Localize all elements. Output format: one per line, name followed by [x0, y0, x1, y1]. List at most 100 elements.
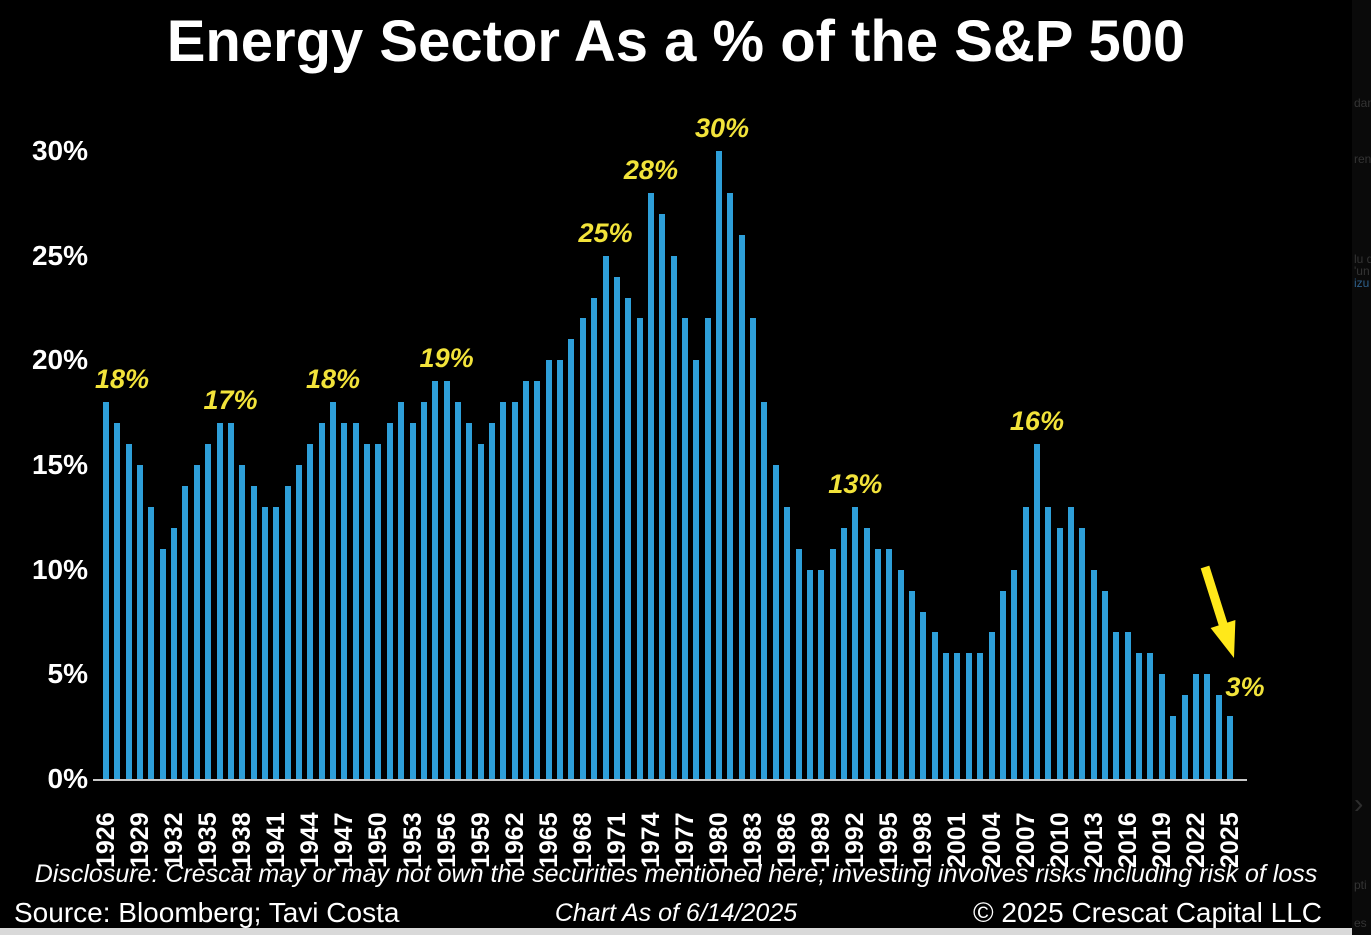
bar: [205, 444, 211, 779]
x-axis-tick-label: 2013: [1079, 812, 1108, 868]
bar: [1045, 507, 1051, 779]
bar: [932, 632, 938, 779]
background-text-fragment: 'un: [1354, 264, 1370, 278]
x-axis-tick-label: 1983: [739, 812, 768, 868]
bar: [727, 193, 733, 779]
x-axis-tick-label: 1926: [92, 812, 120, 868]
bar: [1204, 674, 1210, 779]
bar: [182, 486, 188, 779]
bar: [830, 549, 836, 779]
y-axis-tick-label: 15%: [31, 449, 88, 480]
bar: [455, 402, 461, 779]
bar: [330, 402, 336, 779]
bar: [1011, 570, 1017, 779]
x-axis-tick-label: 1932: [160, 812, 189, 868]
x-axis-tick-label: 1950: [364, 812, 393, 868]
bar: [864, 528, 870, 779]
data-label: 18%: [94, 364, 150, 395]
x-axis-tick-label: 2010: [1045, 812, 1074, 868]
background-text-fragment: es: [1354, 916, 1367, 930]
bar: [319, 423, 325, 779]
bar: [1102, 591, 1108, 779]
x-axis-tick-label: 1953: [398, 812, 427, 868]
bar: [818, 570, 824, 779]
background-text-fragment: pti: [1354, 878, 1367, 892]
data-label: 17%: [203, 385, 258, 416]
bottom-window-edge: [0, 928, 1371, 935]
bar: [796, 549, 802, 779]
x-axis-tick-label: 1989: [807, 812, 836, 868]
bar: [909, 591, 915, 779]
bar: [852, 507, 858, 779]
x-axis-line: [93, 779, 1247, 781]
bar: [353, 423, 359, 779]
bar: [580, 318, 586, 779]
x-axis-tick-label: 1962: [500, 812, 529, 868]
bar: [568, 339, 574, 779]
bar: [341, 423, 347, 779]
bar: [648, 193, 654, 779]
bar: [466, 423, 472, 779]
y-axis-tick-label: 30%: [31, 135, 88, 166]
bar: [285, 486, 291, 779]
x-axis-tick-label: 2007: [1011, 812, 1040, 868]
bar: [716, 151, 722, 779]
bar: [444, 381, 450, 779]
bar: [1023, 507, 1029, 779]
bar: [1113, 632, 1119, 779]
bar: [126, 444, 132, 779]
bar: [898, 570, 904, 779]
chart-as-of-text: Chart As of 6/14/2025: [554, 899, 798, 927]
x-axis-tick-label: 1959: [466, 812, 495, 868]
bar: [1057, 528, 1063, 779]
data-label: 25%: [578, 217, 633, 248]
bar: [705, 318, 711, 779]
x-axis-tick-label: 2019: [1147, 812, 1176, 868]
bar: [954, 653, 960, 779]
bar: [682, 318, 688, 779]
bar: [807, 570, 813, 779]
x-axis-tick-label: 1965: [534, 812, 563, 868]
bar: [194, 465, 200, 779]
chart-title: Energy Sector As a % of the S&P 500: [166, 9, 1186, 74]
data-label: 3%: [1225, 672, 1265, 703]
bar: [262, 507, 268, 779]
bar: [671, 256, 677, 779]
bar: [251, 486, 257, 779]
background-text-fragment: izu: [1354, 276, 1370, 290]
x-axis-tick-label: 1995: [875, 812, 904, 868]
bar: [614, 277, 620, 779]
x-axis-tick-label: 2016: [1113, 812, 1142, 868]
bar: [1068, 507, 1074, 779]
bar: [989, 632, 995, 779]
x-axis-tick-label: 1998: [909, 812, 938, 868]
bar: [307, 444, 313, 779]
bar: [171, 528, 177, 779]
bar: [500, 402, 506, 779]
x-axis-tick-label: 1947: [330, 812, 359, 868]
bar: [375, 444, 381, 779]
bar: [1216, 695, 1222, 779]
y-axis-tick-label: 25%: [31, 239, 88, 271]
x-axis-tick-label: 1968: [568, 812, 597, 868]
data-label: 28%: [623, 154, 678, 185]
bar: [387, 423, 393, 779]
right-edge-background-sliver: [1352, 0, 1371, 935]
bar: [296, 465, 302, 779]
bar: [591, 298, 597, 779]
y-axis-tick-label: 20%: [31, 344, 88, 376]
x-axis-tick-label: 1941: [262, 812, 291, 868]
bar: [966, 653, 972, 779]
bar: [398, 402, 404, 779]
bar: [534, 381, 540, 779]
bar: [886, 549, 892, 779]
bar: [1147, 653, 1153, 779]
bar: [546, 360, 552, 779]
data-label: 18%: [306, 364, 361, 395]
bar: [603, 256, 609, 779]
data-label: 30%: [695, 113, 750, 143]
x-axis-tick-label: 1977: [671, 812, 699, 868]
bar: [523, 381, 529, 779]
bar: [478, 444, 484, 779]
bar: [761, 402, 767, 779]
